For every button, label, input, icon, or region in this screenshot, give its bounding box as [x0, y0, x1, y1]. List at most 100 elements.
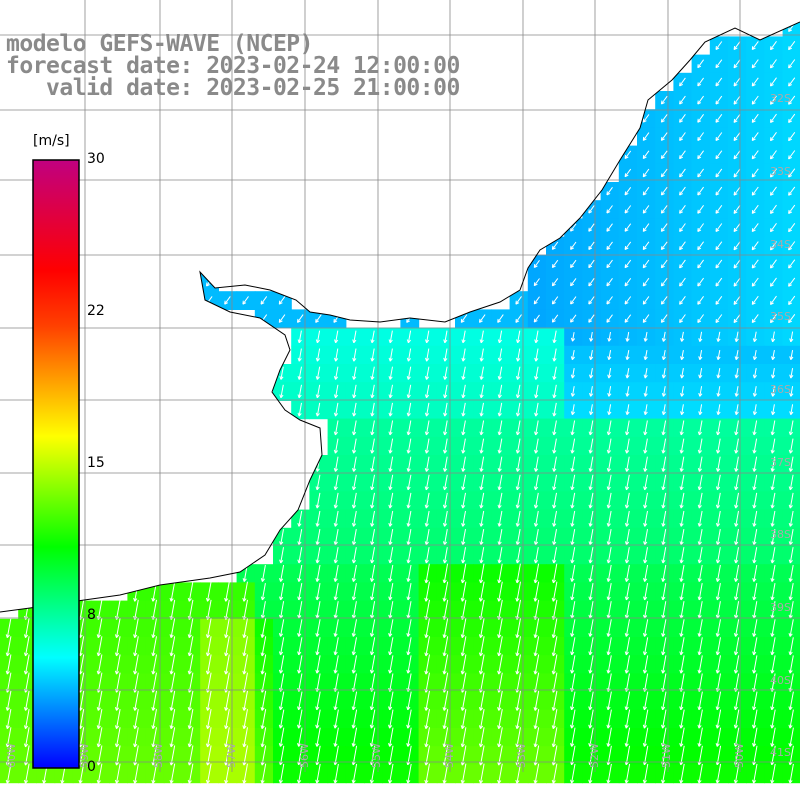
wind-vector	[552, 492, 557, 509]
wind-vector	[315, 564, 321, 582]
wind-vector	[315, 709, 321, 729]
wind-vector	[679, 655, 685, 674]
wind-vector	[624, 529, 630, 546]
wind-vector	[497, 402, 503, 417]
wind-vector	[369, 655, 376, 674]
wind-vector	[406, 529, 412, 546]
wind-vector	[187, 581, 194, 602]
wind-vector	[515, 636, 521, 657]
wind-vector	[442, 581, 449, 602]
wind-vector	[151, 636, 157, 657]
wind-vector	[643, 456, 648, 472]
wind-vector	[570, 510, 576, 527]
wind-vector	[588, 547, 594, 564]
wind-vector	[169, 690, 176, 711]
wind-vector	[788, 59, 796, 69]
wind-vector	[788, 168, 796, 178]
wind-vector	[260, 564, 266, 582]
wind-vector	[698, 386, 703, 397]
wind-vector	[370, 456, 375, 472]
wind-vector	[279, 583, 285, 601]
wind-vector	[278, 709, 285, 729]
wind-vector	[315, 384, 321, 399]
wind-vector	[369, 619, 376, 637]
wind-vector	[315, 619, 321, 637]
wind-vector	[552, 384, 557, 399]
wind-vector	[406, 330, 412, 344]
wind-vector	[789, 368, 794, 379]
wind-vector	[570, 492, 576, 509]
wind-vector	[570, 619, 576, 637]
wind-vector	[715, 186, 723, 196]
lat-label: 36S	[770, 383, 791, 396]
wind-vector	[205, 636, 212, 657]
wind-vector	[297, 763, 303, 784]
wind-vector	[388, 564, 394, 582]
forecast-date: forecast date: 2023-02-24 12:00:00	[6, 53, 460, 79]
wind-vector	[680, 350, 685, 361]
wind-vector	[315, 366, 321, 380]
wind-vector	[570, 637, 576, 656]
wind-vector	[715, 709, 722, 729]
wind-vector	[515, 547, 521, 564]
wind-vector	[679, 456, 685, 472]
wind-vector	[388, 655, 394, 674]
wind-vector	[715, 223, 723, 232]
lon-label: 56W	[298, 743, 311, 768]
wind-vector	[788, 727, 794, 747]
wind-vector	[551, 241, 559, 250]
wind-vector	[551, 727, 558, 748]
wind-vector	[333, 384, 339, 399]
wind-vector	[478, 727, 485, 748]
wind-vector	[734, 350, 739, 361]
wind-vector	[370, 330, 375, 344]
wind-vector	[534, 384, 539, 399]
wind-vector	[715, 277, 723, 287]
wind-vector	[607, 368, 612, 379]
wind-vector	[679, 241, 686, 251]
wind-vector	[788, 529, 794, 546]
wind-vector	[388, 637, 394, 656]
wind-vector	[333, 510, 339, 527]
wind-vector	[570, 404, 575, 416]
wind-vector	[515, 296, 522, 305]
wind-vector	[297, 655, 303, 674]
wind-vector	[479, 348, 484, 362]
wind-vector	[297, 366, 302, 380]
wind-vector	[589, 404, 594, 416]
wind-vector	[751, 186, 759, 196]
wind-vector	[497, 636, 503, 657]
lon-label: 60W	[5, 743, 18, 768]
wind-vector	[114, 690, 121, 711]
wind-vector	[660, 205, 668, 214]
wind-vector	[660, 259, 668, 269]
wind-vector	[297, 314, 304, 323]
wind-vector	[751, 223, 759, 233]
wind-vector	[661, 583, 667, 601]
wind-vector	[661, 655, 667, 674]
wind-vector	[370, 492, 375, 509]
wind-vector	[770, 547, 776, 564]
wind-vector	[533, 709, 540, 730]
wind-vector	[551, 278, 559, 287]
wind-vector	[443, 330, 448, 344]
wind-vector	[680, 368, 685, 379]
wind-vector	[461, 529, 466, 546]
wind-vector	[406, 655, 412, 674]
wind-vector	[388, 763, 394, 784]
wind-vector	[770, 59, 777, 69]
wind-vector	[715, 564, 721, 582]
wind-vector	[406, 727, 412, 747]
wind-vector	[770, 438, 776, 454]
wind-vector	[770, 277, 777, 287]
wind-vector	[679, 691, 685, 711]
wind-vector	[460, 709, 467, 730]
wind-vector	[169, 636, 176, 657]
wind-vector	[733, 132, 741, 142]
wind-vector	[497, 690, 503, 711]
wind-vector	[734, 331, 739, 343]
wind-vector	[279, 529, 284, 546]
wind-vector	[96, 636, 103, 657]
colorbar-tick-30: 30	[87, 151, 105, 167]
wind-vector	[697, 77, 705, 87]
